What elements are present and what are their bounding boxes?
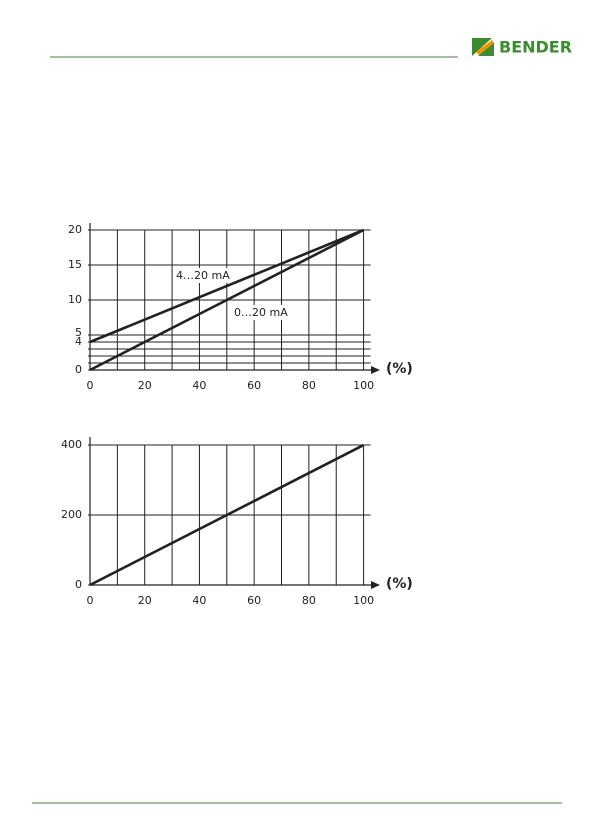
y-tick-label: 4: [75, 335, 82, 348]
x-tick-label: 100: [353, 594, 374, 607]
y-tick-label: 0: [75, 363, 82, 376]
x-tick-label: 60: [247, 379, 261, 392]
x-tick-label: 40: [192, 379, 206, 392]
y-tick-label: 200: [61, 508, 82, 521]
logo-text: BENDER: [499, 38, 572, 57]
y-tick-label: 15: [68, 258, 82, 271]
x-tick-label: 0: [87, 379, 94, 392]
data-line: [89, 228, 365, 344]
series-label: 0…20 mA: [234, 306, 288, 319]
y-tick-label: 400: [61, 438, 82, 451]
label-bg: [232, 305, 288, 320]
logo-icon: [476, 40, 494, 55]
x-tick-label: 20: [138, 594, 152, 607]
series-label: 4…20 mA: [176, 269, 230, 282]
x-axis-arrow: [371, 366, 380, 374]
y-tick-label: 10: [68, 293, 82, 306]
x-tick-label: 40: [192, 594, 206, 607]
x-axis-label: (%): [386, 361, 413, 377]
x-axis-arrow: [371, 581, 380, 589]
x-tick-label: 80: [302, 594, 316, 607]
x-tick-label: 100: [353, 379, 374, 392]
y-tick-label: 5: [75, 326, 82, 339]
label-bg: [174, 268, 230, 283]
x-tick-label: 80: [302, 379, 316, 392]
data-line: [89, 228, 365, 372]
logo: BENDER: [472, 38, 572, 57]
x-tick-label: 20: [138, 379, 152, 392]
y-tick-label: 0: [75, 578, 82, 591]
x-tick-label: 60: [247, 594, 261, 607]
y-tick-label: 20: [68, 223, 82, 236]
x-axis-label: (%): [386, 576, 413, 592]
data-line: [89, 443, 365, 587]
x-tick-label: 0: [87, 594, 94, 607]
